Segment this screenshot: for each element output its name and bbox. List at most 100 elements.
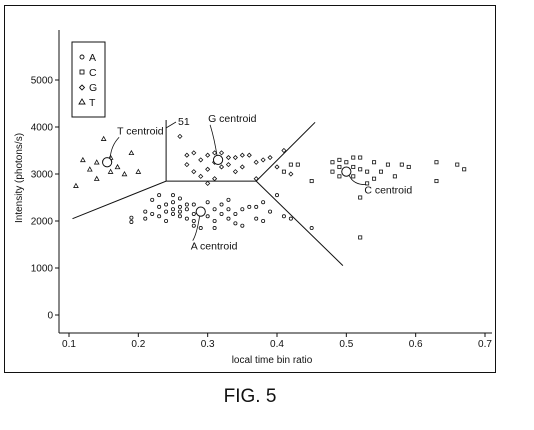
legend-label-c: C [89,67,97,79]
point-a [309,226,314,231]
legend-label-t: T [89,97,96,109]
point-c [288,162,293,167]
point-g [184,152,190,158]
point-g [239,164,245,170]
legend-label-g: G [89,82,97,94]
y-tick-marks: 0 1000 2000 3000 4000 5000 [31,76,59,322]
point-g [281,147,287,154]
point-a [150,211,155,216]
boundary-line [255,180,344,266]
point-c [406,164,411,169]
point-g [239,152,245,158]
y-axis-label: Intensity (photons/s) [14,133,25,223]
y-tick-label: 3000 [31,170,54,181]
point-a [184,207,189,212]
point-g [253,159,259,165]
point-c [330,169,335,174]
point-a [205,200,210,205]
centroid-leader-line [109,136,120,159]
point-g [205,166,211,172]
point-t [73,182,79,188]
point-g [253,176,259,182]
point-a [157,193,162,198]
point-c [344,160,349,165]
point-a [212,207,217,212]
point-a [212,218,217,223]
decision-boundaries [72,120,344,266]
point-c [434,160,439,165]
point-g [232,154,238,161]
centroid-marker [212,154,224,165]
point-c [337,157,342,162]
point-g [260,157,266,163]
point-g [212,150,218,156]
point-c [281,169,286,174]
data-points [73,133,467,240]
centroid-leader-line [348,175,367,186]
point-a [261,218,266,223]
legend-box [71,41,106,118]
x-tick-label: 0.7 [478,339,492,350]
point-a [219,202,224,207]
centroid-leader-line [192,215,201,241]
boundary-line [72,121,316,220]
legend-marker-t [78,98,86,105]
point-c [351,174,356,179]
point-a [198,226,203,231]
x-tick-label: 0.6 [409,339,423,350]
point-a [143,209,148,214]
point-t [79,156,86,163]
point-a [191,223,196,228]
point-g [205,152,211,158]
point-a [150,197,155,202]
point-g [218,150,225,156]
point-a [233,211,238,216]
point-a [184,202,189,207]
point-a [170,207,175,212]
point-c [365,181,370,186]
point-a [184,216,189,221]
point-c [337,174,342,179]
point-c [455,162,460,167]
centroid-leader-line [209,124,218,156]
legend-marker-a [79,54,85,60]
point-a [254,216,259,221]
point-g [191,169,197,175]
point-c [309,179,314,184]
centroid-marker [102,157,113,168]
point-g [225,154,232,161]
point-t [114,163,121,170]
point-a [157,204,162,209]
point-a [129,215,134,220]
legend: A C G T [71,41,106,118]
x-tick-marks: 0.1 0.2 0.3 0.4 0.5 0.6 0.7 [62,333,492,350]
point-g [198,173,204,179]
centroid-label: G centroid [208,113,257,125]
point-g [232,169,238,175]
point-t [107,168,114,174]
point-c [351,155,356,160]
x-axis-label: local time bin ratio [232,355,313,366]
point-a [226,197,231,202]
point-g [225,162,232,168]
point-t [100,135,107,141]
y-tick-label: 0 [47,311,53,322]
point-a [177,214,182,219]
point-g [184,162,190,168]
point-a [281,214,286,219]
point-c [365,169,370,174]
point-t [86,166,93,172]
legend-marker-c [79,69,85,75]
point-a [191,211,196,216]
legend-marker-g [78,84,86,91]
point-c [358,155,363,160]
point-a [268,209,273,214]
point-t [135,168,142,174]
point-a [129,219,134,224]
y-tick-label: 2000 [31,217,54,228]
point-c [351,164,356,169]
point-a [164,209,169,214]
point-c [358,235,363,240]
point-c [337,164,342,169]
point-c [358,195,363,200]
